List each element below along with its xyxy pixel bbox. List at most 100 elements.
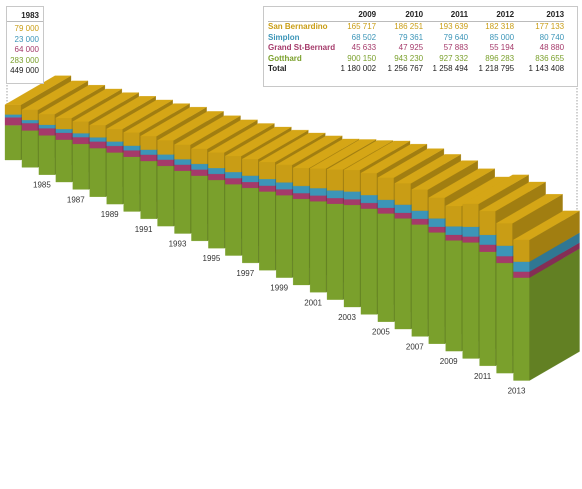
segment-gotthard-front [242,187,259,264]
bar-top-face [495,194,564,224]
cell: 79 640 [443,32,469,42]
segment-simplon-front [72,133,89,138]
segment-gotthard-front [326,203,344,300]
segment-san-bernardino-front [106,128,123,142]
cell: 55 194 [489,43,515,52]
bar-top-face [89,96,157,126]
cell: 1 143 408 [528,64,565,73]
segment-grand-st-bernard-front [72,136,89,145]
cell: 1 218 795 [478,64,515,73]
segment-san-bernardino-front [411,189,428,211]
segment-gotthard-front [259,191,276,271]
tick-label-2011: 2011 [474,372,492,381]
cell: 79 361 [398,32,424,42]
segment-gotthard-front [225,184,242,256]
segment-simplon-front [106,141,123,147]
bar-top-face [106,99,174,130]
bar-top-face [224,126,292,157]
table-header-year: 2013 [514,10,565,22]
segment-grand-st-bernard-front [157,159,174,167]
cell: 1 180 002 [340,64,377,73]
segment-san-bernardino-front [21,109,39,121]
segment-san-bernardino-front [157,140,174,155]
cell: 1 256 767 [387,64,424,73]
segment-grand-st-bernard-front [225,178,242,185]
segment-grand-st-bernard-front [411,218,428,225]
segment-gotthard-front [411,224,428,337]
segment-grand-st-bernard-front [4,117,22,126]
segment-grand-st-bernard-front [174,164,191,171]
segment-gotthard-front [123,156,140,212]
cell: 1 258 494 [432,64,469,73]
table-header-year: 2011 [423,10,469,22]
segment-simplon-front [38,124,56,129]
tick-labels: 1985 1987 1989 1991 1993 1995 1997 1999 2001 2003… [33,181,526,396]
bar-top-face [343,140,411,171]
cell: 57 883 [443,43,469,52]
table-row: Simplon 68 502 79 361 79 640 85 000 80 7… [268,33,564,44]
table-header-year: 2010 [376,10,424,22]
segment-simplon-front [377,199,395,208]
table-header-empty [268,10,336,22]
cell: 896 283 [485,53,515,63]
segment-san-bernardino-front [123,132,140,146]
bar-top-face [258,132,326,163]
segment-gotthard-front [479,251,496,366]
table-row: Total 1 180 002 1 256 767 1 258 494 1 21… [268,64,564,75]
segment-simplon-front [55,128,72,133]
segment-simplon-front [445,226,462,235]
segment-gotthard-front [394,218,412,330]
legend-1983-grand-st-bernard: 64 000 [14,45,39,54]
tick-label-1999: 1999 [270,284,288,293]
segment-simplon-front [123,145,140,151]
segment-san-bernardino-front [360,172,378,196]
segment-grand-st-bernard-front [106,145,123,153]
tick-label-1997: 1997 [236,269,254,278]
bar-top-face [428,168,496,198]
segment-san-bernardino-front [343,169,361,192]
segment-gotthard-front [496,262,513,374]
segment-san-bernardino-front [326,169,344,191]
segment-simplon-front [428,218,445,227]
segment-grand-st-bernard-front [377,207,395,214]
segment-grand-st-bernard-front [428,226,445,233]
table-row: Grand St-Bernard 45 633 47 925 57 883 55… [268,43,564,54]
segment-grand-st-bernard-front [513,271,530,278]
segment-san-bernardino-front [259,161,276,180]
bar-top-face [309,139,377,169]
segment-simplon-front [276,182,293,190]
segment-san-bernardino-front [377,177,395,200]
segment-gotthard-front [157,165,174,227]
table-header-year: 2009 [335,10,377,22]
cell: 68 502 [351,32,377,42]
bar-top-face [275,135,343,166]
segment-gotthard-front [462,242,479,359]
segment-gotthard-front [72,143,89,190]
segment-simplon-front [326,190,344,199]
table-header-row: 2009 2010 2011 2012 2013 [268,10,565,22]
bar-top-face [326,140,394,170]
row-label: Total [268,64,287,73]
segment-san-bernardino-front [445,205,462,227]
segment-simplon-front [462,226,479,237]
segment-simplon-front [208,167,225,175]
segment-grand-st-bernard-front [292,192,310,200]
cell: 927 332 [439,53,469,63]
segment-gotthard-front [360,208,378,315]
segment-simplon-front [360,194,378,204]
tick-label-2013: 2013 [508,387,526,396]
tick-label-1985: 1985 [33,181,51,190]
legend-1983: 1983 79 000 23 000 64 000 283 000 449 00… [6,6,44,84]
tick-label-1987: 1987 [67,195,85,204]
segment-simplon-front [225,171,242,179]
segment-gotthard-front [140,160,157,219]
segment-san-bernardino-front [38,114,56,125]
segment-simplon-front [140,149,157,155]
bar-top-face [292,138,360,169]
segment-san-bernardino-front [394,183,412,205]
tick-label-2009: 2009 [440,357,458,366]
segment-grand-st-bernard-front [360,202,378,209]
row-label: Simplon [268,32,300,42]
segment-simplon-front [157,154,174,160]
